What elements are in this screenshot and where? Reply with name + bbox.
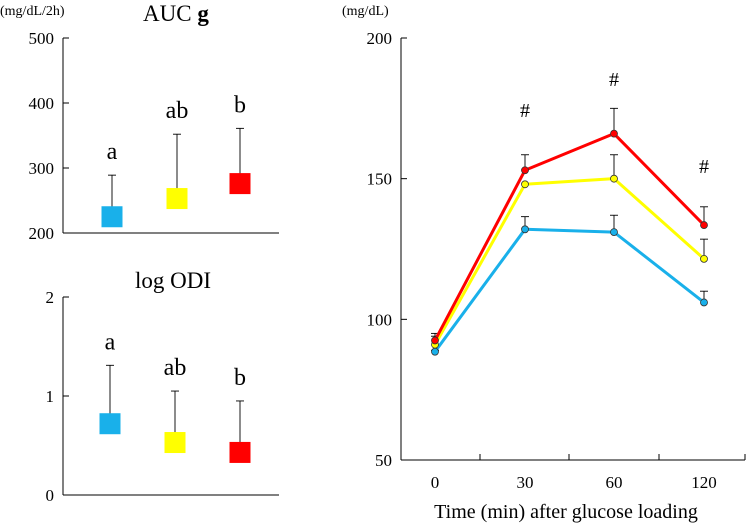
glucose-ytick-label-0: 50 [375,451,392,470]
glucose-point-blue-3 [700,298,708,307]
odi-ytick-label-2: 2 [46,288,55,307]
auc-title-bold: g [197,1,209,26]
glucose-significance-mark-2: # [699,156,709,178]
glucose-xtick-label-1: 30 [517,473,534,492]
glucose-xtick-label-0: 0 [431,473,440,492]
odi-title: log ODI [135,268,211,293]
glucose-point-yellow-2 [610,174,618,183]
auc-ytick-label-2: 400 [29,94,55,113]
glucose-point-red-2 [610,129,618,138]
odi-ytick-label-1: 1 [46,387,55,406]
auc-y-ticks: 200 300 400 500 [29,29,69,243]
auc-marker-blue [101,206,123,228]
glucose-x-label: Time (min) after glucose loading [434,501,698,523]
glucose-point-blue-0 [431,347,439,356]
auc-ytick-label-1: 300 [29,159,55,178]
odi-bars: a ab b [99,329,251,463]
auc-letter-blue: a [107,139,118,165]
odi-letter-blue: a [105,329,116,355]
glucose-significance-mark-1: # [609,69,619,91]
odi-panel: log ODI 0 1 2 a ab b [46,268,279,505]
glucose-ytick-label-3: 200 [367,29,393,48]
auc-ytick-label-0: 200 [29,224,55,243]
glucose-line-blue [433,227,705,353]
auc-letter-yellow: ab [166,98,189,124]
glucose-significance-mark-0: # [520,100,530,122]
auc-unit-label: (mg/dL/2h) [0,4,65,19]
auc-letter-red: b [234,92,246,118]
glucose-point-yellow-3 [700,254,708,263]
glucose-ytick-label-2: 150 [367,170,393,189]
auc-title-plain: AUC [143,1,192,26]
glucose-point-red-1 [521,166,529,175]
odi-letter-yellow: ab [164,355,187,381]
glucose-x-ticks: 0 30 60 120 [431,454,746,492]
glucose-point-blue-1 [521,225,529,234]
odi-marker-yellow [164,432,186,454]
glucose-xtick-label-2: 60 [606,473,623,492]
glucose-series [431,107,708,356]
glucose-line-yellow [433,177,705,346]
odi-marker-red [229,441,251,463]
auc-panel: (mg/dL/2h) AUC g 200 300 400 500 a ab b [0,1,279,243]
odi-marker-blue [99,413,121,435]
glucose-point-red-0 [431,336,439,345]
glucose-ytick-label-1: 100 [367,310,393,329]
odi-ytick-label-0: 0 [46,486,55,505]
auc-marker-yellow [166,188,188,210]
glucose-y-ticks: 50 100 150 200 [367,29,407,470]
glucose-point-red-3 [700,221,708,229]
glucose-xtick-label-3: 120 [691,473,717,492]
glucose-unit-label: (mg/dL) [342,4,389,19]
glucose-annotations: # # # [520,69,709,178]
odi-letter-red: b [234,365,246,391]
auc-marker-red [229,173,251,195]
odi-y-ticks: 0 1 2 [46,288,69,505]
glucose-point-blue-2 [610,228,618,237]
auc-ytick-label-3: 500 [29,29,55,48]
auc-bars: a ab b [101,92,251,228]
auc-title: AUC g [143,1,209,26]
glucose-panel: (mg/dL) 50 100 150 200 0 30 60 120 # # # Time (m… [342,4,746,523]
glucose-point-yellow-1 [521,180,529,189]
glucose-line-red [433,132,706,342]
